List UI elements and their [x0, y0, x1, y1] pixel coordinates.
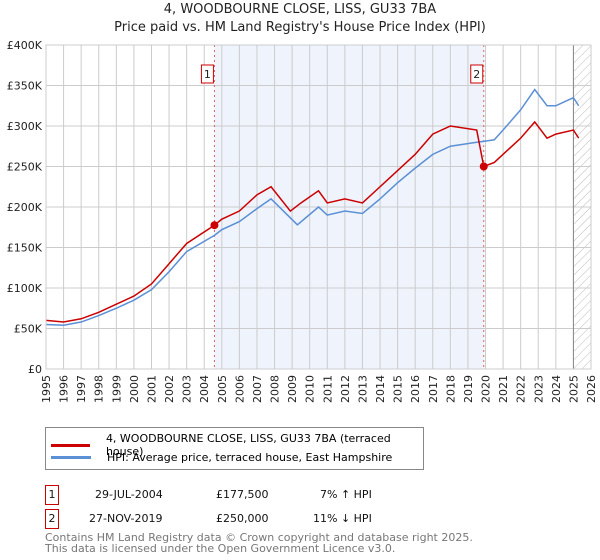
- x-tick-label: 1997: [75, 375, 88, 403]
- x-tick-label: 2012: [339, 375, 352, 403]
- x-tick-label: 2019: [462, 375, 475, 403]
- x-tick-label: 2013: [356, 375, 369, 403]
- legend-property: 4, WOODBOURNE CLOSE, LISS, GU33 7BA (ter…: [105, 432, 391, 458]
- legend-hpi: HPI: Average price, terraced house, East…: [107, 451, 393, 464]
- sale-row-1: 1 29-JUL-2004 £177,500 7% ↑ HPI: [45, 485, 445, 505]
- x-tick-label: 2003: [181, 375, 194, 403]
- footer: Contains HM Land Registry data © Crown c…: [45, 532, 473, 554]
- x-tick-label: 2021: [497, 375, 510, 403]
- y-tick-label: £0: [28, 363, 42, 376]
- x-tick-label: 2011: [321, 375, 334, 403]
- x-tick-label: 2010: [304, 375, 317, 403]
- plot-border: [45, 44, 592, 370]
- sale-price: £177,500: [216, 488, 269, 501]
- legend-blue-line: [51, 456, 91, 459]
- sale-marker: 1: [45, 485, 59, 505]
- legend-red-line: [51, 443, 90, 447]
- x-tick-label: 2014: [374, 375, 387, 403]
- x-tick-label: 2015: [392, 375, 405, 403]
- legend: 4, WOODBOURNE CLOSE, LISS, GU33 7BA (ter…: [45, 427, 424, 470]
- x-tick-label: 2000: [128, 375, 141, 403]
- x-tick-label: 2025: [567, 375, 580, 403]
- x-tick-label: 2020: [480, 375, 493, 403]
- sale-point: [479, 162, 488, 171]
- sale-date: 27-NOV-2019: [89, 512, 163, 525]
- x-tick-label: 2002: [163, 375, 176, 403]
- series-line: [45, 88, 580, 327]
- sale-row-2: 2 27-NOV-2019 £250,000 11% ↓ HPI: [45, 509, 445, 529]
- x-tick-label: 1998: [93, 375, 106, 403]
- x-tick-label: 2007: [251, 375, 264, 403]
- x-tick-label: 2005: [216, 375, 229, 403]
- x-tick-label: 2024: [550, 375, 563, 403]
- x-tick-label: 2009: [286, 375, 299, 403]
- chart-subtitle: Price paid vs. HM Land Registry's House …: [114, 20, 486, 35]
- y-tick-label: £350K: [7, 80, 43, 93]
- sale-label: 2: [473, 68, 480, 81]
- plot-area: 1995 1996 1997 1998 1999 2000 2001 2002 2003 2004…: [7, 39, 598, 403]
- x-tick-label: 2026: [585, 375, 598, 403]
- x-tick-label: 2018: [444, 375, 457, 403]
- chart-title: 4, WOODBOURNE CLOSE, LISS, GU33 7BA: [163, 2, 437, 17]
- y-tick-label: £150K: [7, 242, 43, 255]
- sale-hpi-diff: 11% ↓ HPI: [313, 512, 372, 525]
- x-tick-label: 2023: [532, 375, 545, 403]
- x-tick-label: 1995: [40, 375, 53, 403]
- y-tick-label: £100K: [7, 282, 43, 295]
- sale-label-box: [470, 64, 484, 84]
- x-tick-label: 1999: [110, 375, 123, 403]
- sale-hpi-diff: 7% ↑ HPI: [320, 488, 372, 501]
- x-tick-label: 2004: [198, 375, 211, 403]
- y-tick-label: £200K: [7, 201, 43, 214]
- series-line: [45, 120, 580, 323]
- x-tick-label: 2008: [269, 375, 282, 403]
- x-tick-label: 2001: [145, 375, 158, 403]
- y-tick-label: £50K: [14, 323, 43, 336]
- y-tick-label: £250K: [7, 161, 43, 174]
- sale-marker: 2: [45, 509, 59, 529]
- x-tick-label: 2016: [409, 375, 422, 403]
- x-tick-label: 2006: [233, 375, 246, 403]
- footer-line-2: This data is licensed under the Open Gov…: [45, 542, 396, 555]
- sale-price: £250,000: [216, 512, 269, 525]
- sale-point: [210, 221, 219, 230]
- sale-label-box: [200, 64, 214, 84]
- x-tick-label: 2022: [515, 375, 528, 403]
- x-tick-label: 2017: [427, 375, 440, 403]
- sale-label: 1: [204, 68, 211, 81]
- y-tick-label: £400K: [7, 39, 43, 52]
- y-tick-label: £300K: [7, 120, 43, 133]
- x-tick-label: 1996: [58, 375, 71, 403]
- sale-date: 29-JUL-2004: [95, 488, 163, 501]
- footer-line-1: Contains HM Land Registry data © Crown c…: [45, 531, 473, 544]
